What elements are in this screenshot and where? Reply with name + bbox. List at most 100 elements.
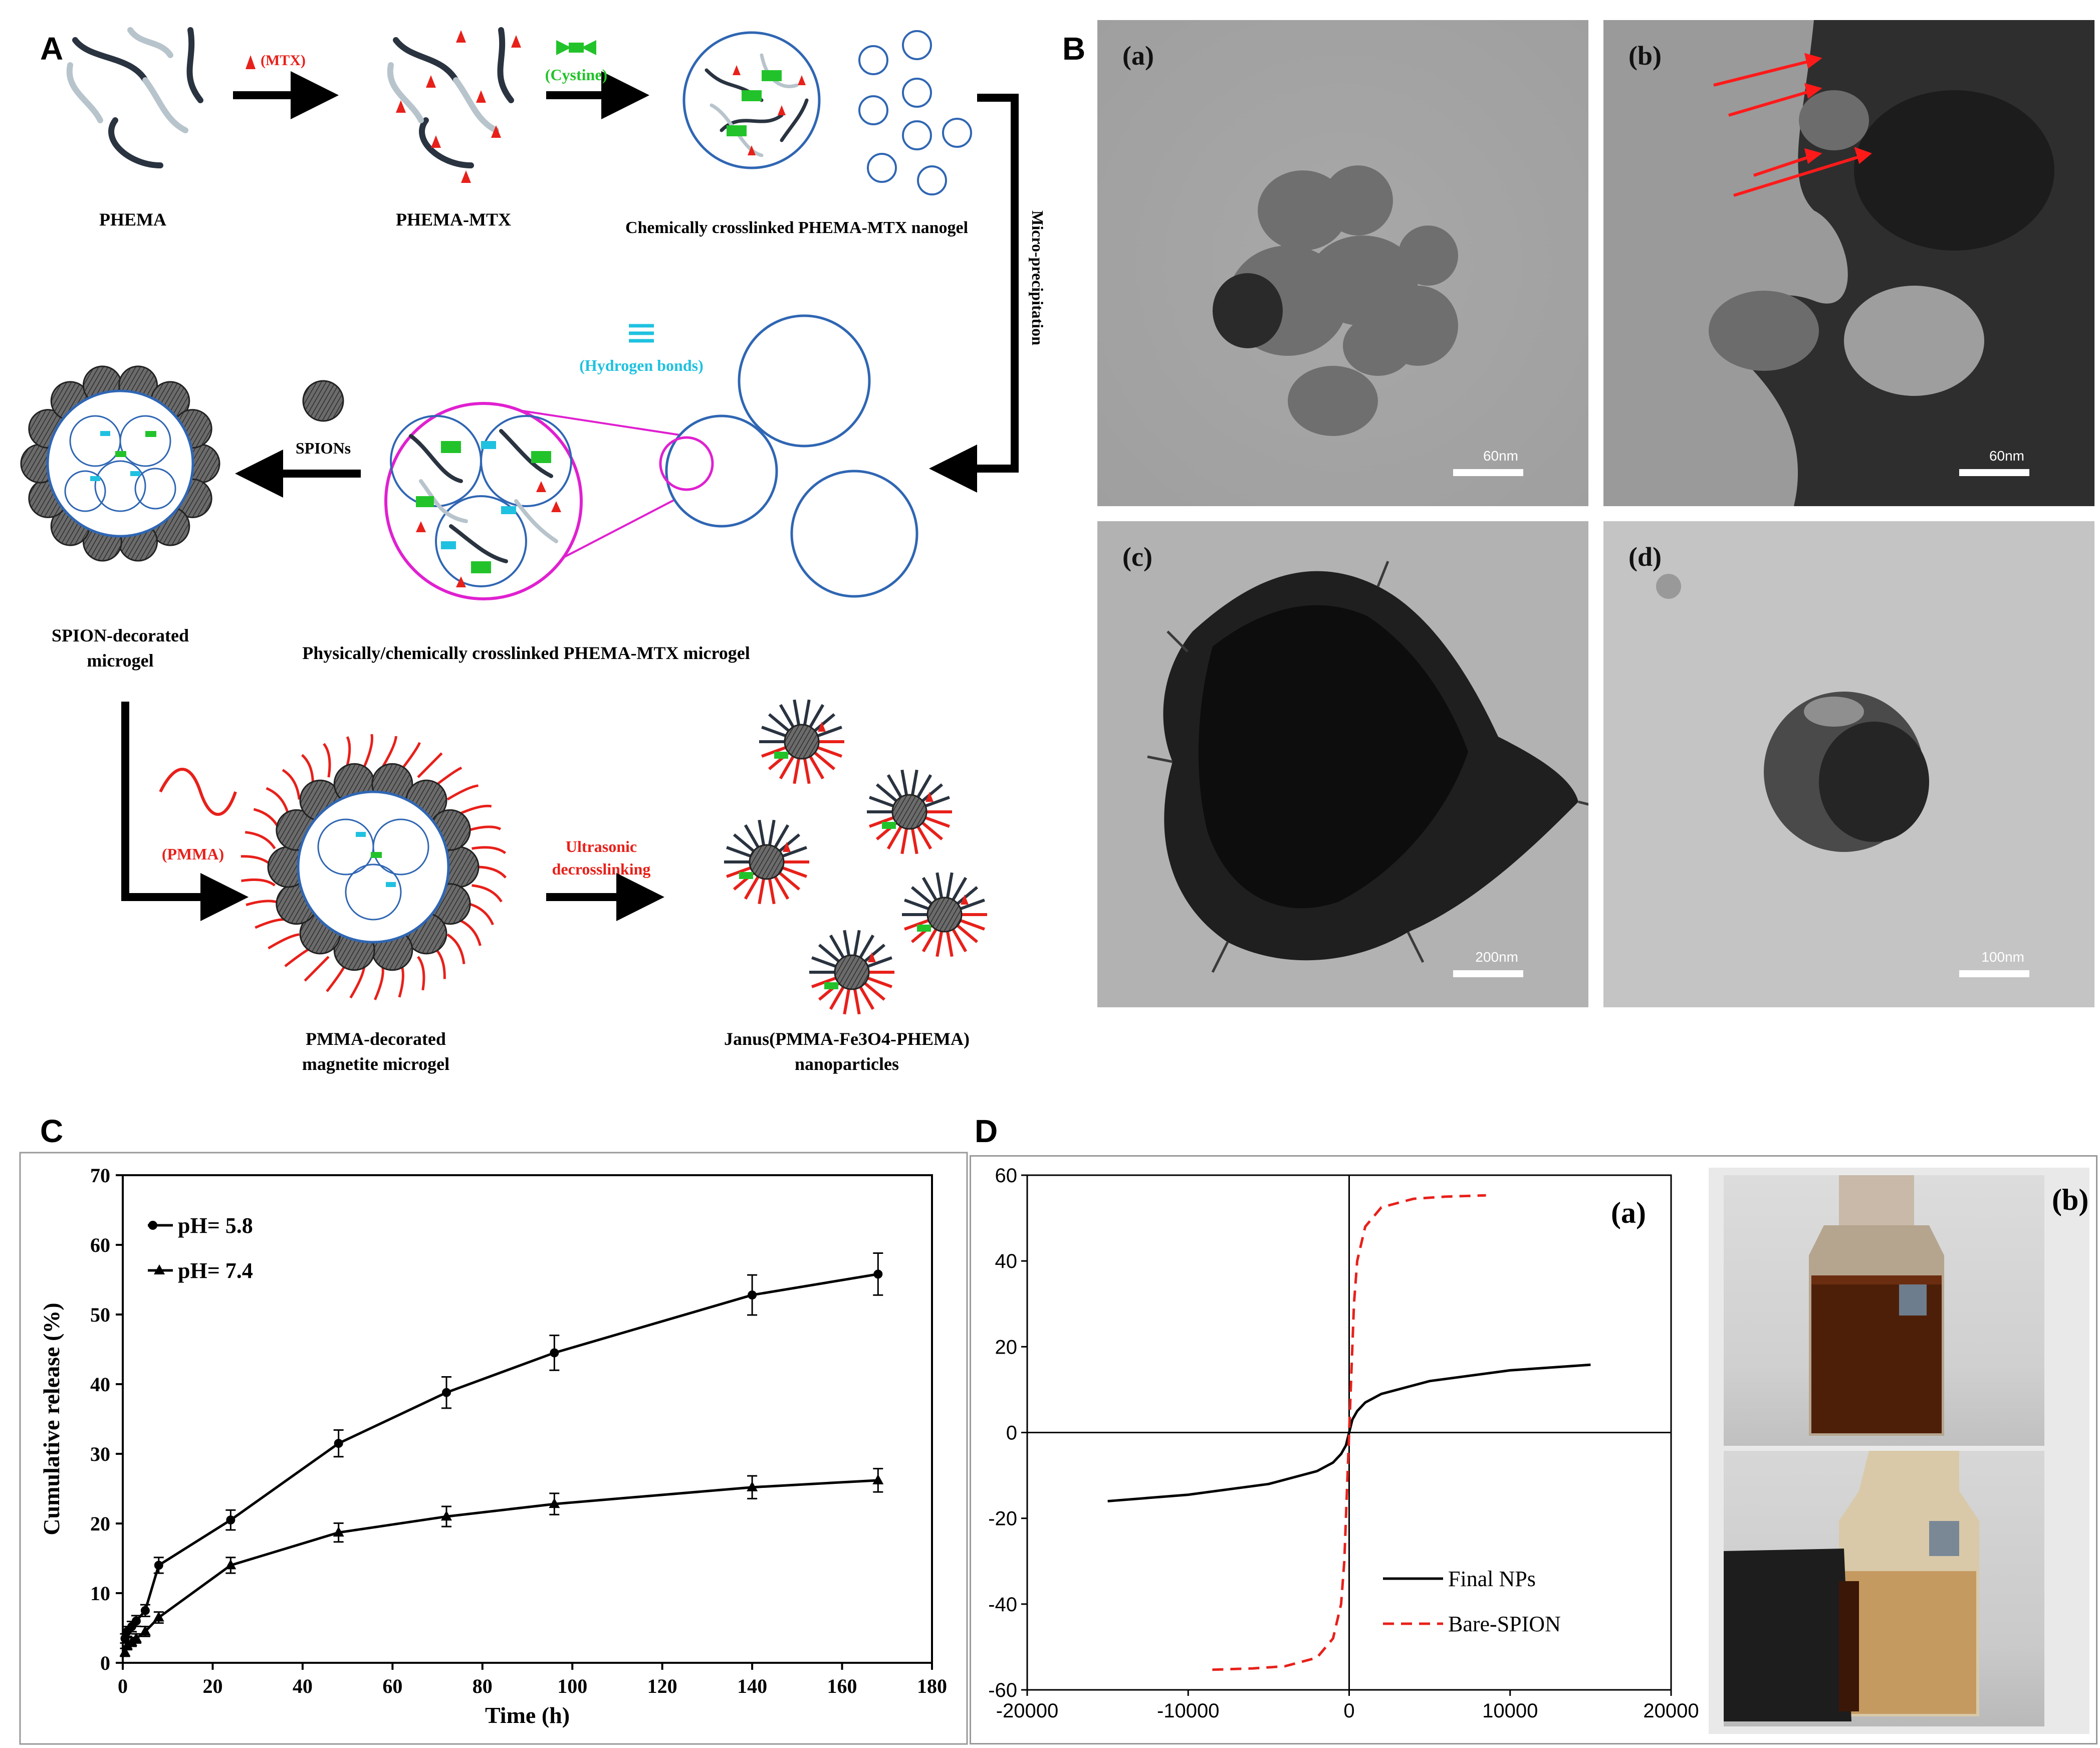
janus-chain [803, 756, 811, 784]
janus-chain [808, 704, 825, 730]
pmma-chain [282, 769, 301, 800]
data-point-ph74 [441, 1510, 452, 1521]
phema-mtx-chains [387, 27, 514, 168]
y-tick-label: 10 [90, 1582, 110, 1605]
legend-marker [154, 1264, 165, 1274]
tem-b-label: (b) [1628, 41, 1662, 71]
pmma-chain [326, 963, 347, 992]
janus-chain [779, 754, 796, 780]
tem-image-c: (c) 200nm [1097, 521, 1588, 1007]
janus-chain [923, 796, 950, 808]
janus-chain [726, 865, 753, 878]
pmma-chain [446, 933, 465, 964]
janus-chain [812, 750, 836, 770]
janus-chain [875, 783, 899, 804]
photo-magnetic-separation [1724, 1451, 2044, 1726]
janus-chain [921, 877, 939, 903]
janus-chain [853, 987, 861, 1015]
janus-chain [886, 774, 903, 800]
janus-chain [862, 944, 886, 964]
janus-mtx [925, 792, 934, 802]
ultrasonic-label-1: Ultrasonic [566, 837, 637, 855]
x-tick-label: 180 [917, 1675, 947, 1697]
janus-chain [780, 846, 807, 858]
y-tick-label: 60 [90, 1234, 110, 1256]
tem-a-scale-text: 60nm [1483, 448, 1518, 464]
janus-chain [808, 754, 825, 780]
janus-crosslinker [774, 752, 788, 759]
data-point-ph74 [139, 1625, 151, 1636]
x-tick-label: 60 [382, 1675, 402, 1697]
janus-chain [744, 874, 761, 900]
janus-crosslinker [739, 872, 753, 879]
hydrogen-bonds-label: (Hydrogen bonds) [579, 356, 703, 374]
janus-chain [726, 846, 753, 858]
spions-label: SPIONs [296, 439, 351, 457]
micro-precipitation-label: Micro-precipitation [1029, 210, 1047, 345]
data-point-ph74 [121, 1639, 133, 1650]
janus-chain [811, 976, 838, 988]
janus-mtx [818, 722, 826, 732]
x-tick-label: 100 [557, 1675, 587, 1697]
microgel-label: Physically/chemically crosslinked PHEMA-… [302, 643, 750, 663]
data-point-ph74 [333, 1526, 344, 1537]
janus-chain [923, 815, 950, 828]
tem-image-b: (b) 60nm [1603, 20, 2094, 506]
pmma-chain [241, 878, 276, 887]
janus-core [891, 794, 927, 830]
tem-b-scale-text: 60nm [1989, 448, 2024, 464]
janus-mtx [868, 952, 876, 962]
spion-decorated-microgel [20, 365, 220, 562]
y-tick-label: 70 [90, 1164, 110, 1187]
legend-label: pH= 7.4 [178, 1258, 253, 1283]
y-tick-label: 0 [100, 1652, 110, 1674]
tem-c-scalebar [1453, 970, 1523, 977]
pmma-chain [266, 787, 290, 815]
x-axis-label: Time (h) [485, 1702, 570, 1728]
janus-chain [768, 713, 791, 734]
janus-chain [761, 726, 788, 738]
x-tick-label: 160 [827, 1675, 857, 1697]
data-point-ph58 [131, 1616, 141, 1626]
janus-chain [779, 704, 796, 730]
janus-chain [858, 934, 875, 960]
phema-label: PHEMA [99, 209, 166, 230]
y-tick-label: 40 [90, 1373, 110, 1396]
janus-core [926, 897, 963, 933]
janus-chain [853, 930, 861, 958]
spion-decorated-label-1: SPION-decorated [52, 625, 189, 645]
phema-chains [66, 27, 203, 168]
janus-chain [946, 872, 954, 900]
micro-precipitation-bracket [929, 94, 1019, 493]
tem-a-particles [1213, 165, 1458, 436]
x-tick-label: 120 [647, 1675, 677, 1697]
tem-b-particles [1709, 20, 2094, 506]
pmma-chain [245, 831, 276, 849]
pmma-chain [304, 956, 330, 982]
janus-chain [920, 783, 944, 804]
janus-chain [955, 886, 979, 907]
janus-chain [865, 976, 892, 988]
tem-image-d: (d) 100nm [1603, 521, 2094, 1007]
janus-chain [803, 699, 811, 727]
janus-chain [744, 824, 761, 850]
legend-label: pH= 5.8 [178, 1213, 253, 1238]
y-tick-label: 20 [90, 1512, 110, 1535]
pmma-chain [458, 804, 492, 815]
panel-c-frame [19, 1152, 968, 1745]
janus-chain [829, 934, 846, 960]
data-point-ph58 [334, 1439, 343, 1448]
pmma-chain [472, 884, 503, 903]
janus-chain [958, 918, 985, 931]
janus-core [749, 844, 785, 880]
tem-c-particles [1147, 561, 1588, 973]
data-point-ph74 [872, 1474, 884, 1484]
tem-d-scalebar [1959, 970, 2029, 977]
janus-chain [793, 699, 801, 727]
panel-label-d: D [975, 1113, 998, 1149]
janus-nanoparticles [724, 699, 987, 1015]
release-series-line [124, 1479, 878, 1653]
nanogel-zoom [682, 31, 821, 169]
nanogel-label: Chemically crosslinked PHEMA-MTX nanogel [625, 218, 968, 237]
panel-label-b: B [1062, 31, 1086, 67]
